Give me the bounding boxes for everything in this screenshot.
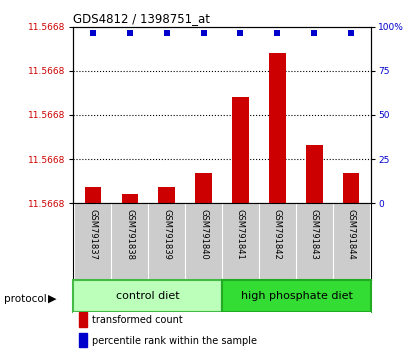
Bar xyxy=(159,187,175,203)
Text: GSM791841: GSM791841 xyxy=(236,209,245,260)
Text: GSM791842: GSM791842 xyxy=(273,209,282,260)
Text: control diet: control diet xyxy=(115,291,179,301)
Bar xyxy=(78,312,87,327)
Text: GDS4812 / 1398751_at: GDS4812 / 1398751_at xyxy=(73,12,210,25)
Text: GSM791844: GSM791844 xyxy=(347,209,356,260)
Bar xyxy=(306,145,322,203)
Text: protocol: protocol xyxy=(4,294,47,304)
Bar xyxy=(269,53,286,203)
Bar xyxy=(343,173,359,203)
Text: ▶: ▶ xyxy=(48,294,56,304)
Text: percentile rank within the sample: percentile rank within the sample xyxy=(92,336,257,346)
Text: transformed count: transformed count xyxy=(92,315,183,325)
Text: GSM791840: GSM791840 xyxy=(199,209,208,260)
Text: GSM791838: GSM791838 xyxy=(125,209,134,260)
Bar xyxy=(232,97,249,203)
Text: GSM791843: GSM791843 xyxy=(310,209,319,260)
Bar xyxy=(73,280,222,312)
Bar xyxy=(85,187,101,203)
Bar xyxy=(78,333,87,347)
Bar xyxy=(122,194,138,203)
Bar xyxy=(222,280,371,312)
Text: high phosphate diet: high phosphate diet xyxy=(241,291,353,301)
Bar xyxy=(195,173,212,203)
Text: GSM791839: GSM791839 xyxy=(162,209,171,260)
Text: GSM791837: GSM791837 xyxy=(88,209,98,260)
